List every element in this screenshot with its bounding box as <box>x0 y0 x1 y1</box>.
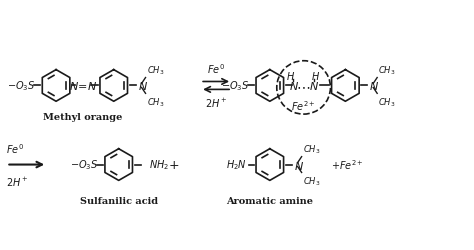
Text: $H$: $H$ <box>286 69 295 81</box>
Text: $H_2N$: $H_2N$ <box>226 158 246 172</box>
Text: $+ Fe^{2+}$: $+ Fe^{2+}$ <box>331 158 364 172</box>
Text: $N$: $N$ <box>137 80 147 92</box>
Text: $CH_3$: $CH_3$ <box>378 64 396 76</box>
Text: $-O_3S$: $-O_3S$ <box>221 79 249 93</box>
Text: $-O_3S$: $-O_3S$ <box>70 158 98 172</box>
Text: Methyl orange: Methyl orange <box>43 113 123 122</box>
Text: Aromatic amine: Aromatic amine <box>226 196 313 205</box>
Text: $\cdots$: $\cdots$ <box>296 79 311 93</box>
Text: $2H^+$: $2H^+$ <box>6 175 29 188</box>
Text: Sulfanilic acid: Sulfanilic acid <box>80 196 158 205</box>
Text: $CH_3$: $CH_3$ <box>146 64 164 76</box>
Text: $CH_3$: $CH_3$ <box>378 96 396 108</box>
Text: $-O_3S$: $-O_3S$ <box>7 79 36 93</box>
Text: $NH_2$: $NH_2$ <box>148 158 169 172</box>
Text: $H$: $H$ <box>311 69 320 81</box>
Text: $N$: $N$ <box>294 159 304 171</box>
Text: $CH_3$: $CH_3$ <box>302 175 320 187</box>
Text: $N$: $N$ <box>309 80 319 92</box>
Text: $N$: $N$ <box>289 80 299 92</box>
Text: $CH_3$: $CH_3$ <box>302 142 320 155</box>
Text: $Fe^0$: $Fe^0$ <box>207 62 225 75</box>
Text: $CH_3$: $CH_3$ <box>146 96 164 108</box>
Text: $2H^+$: $2H^+$ <box>205 97 228 110</box>
Text: $Fe^{2+}$: $Fe^{2+}$ <box>292 99 316 113</box>
Text: $+$: $+$ <box>168 158 179 171</box>
Text: $N\!=\!N$: $N\!=\!N$ <box>69 80 97 92</box>
Text: $Fe^0$: $Fe^0$ <box>6 141 24 155</box>
Text: $N$: $N$ <box>369 80 379 92</box>
